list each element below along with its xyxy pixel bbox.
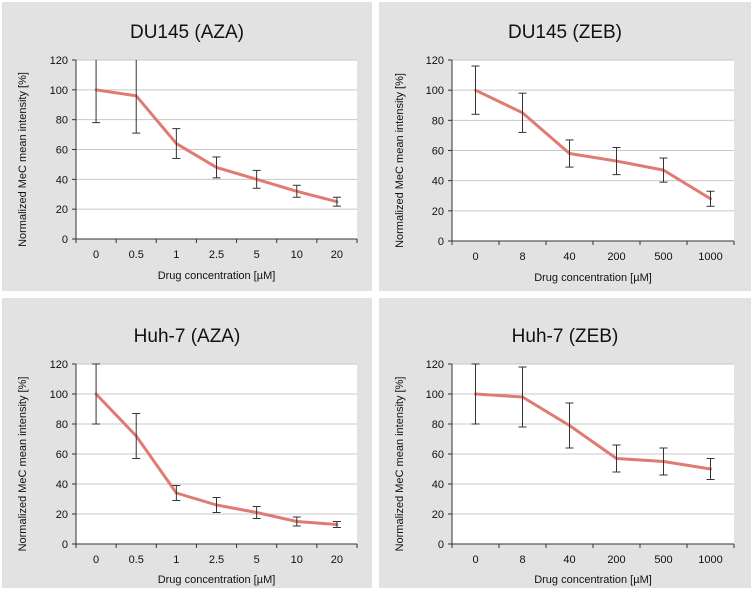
series-line (474, 88, 712, 201)
x-tick-label: 2.5 (209, 249, 224, 261)
x-tick-label: 1 (173, 554, 179, 566)
x-tick-label: 0.5 (129, 554, 144, 566)
y-tick-label: 0 (62, 539, 68, 551)
y-tick-label: 0 (62, 234, 68, 246)
chart-title: Huh-7 (AZA) (134, 326, 241, 347)
y-tick-label: 80 (432, 419, 444, 431)
x-tick-label: 200 (607, 251, 625, 263)
x-axis-label: Drug concentration [µM] (158, 574, 276, 586)
chart-title: DU145 (ZEB) (508, 22, 622, 43)
x-tick-label: 10 (291, 249, 303, 261)
y-tick-label: 20 (56, 204, 68, 216)
y-tick-label: 120 (426, 55, 444, 67)
y-tick-label: 40 (56, 174, 68, 186)
x-tick-label: 10 (291, 554, 303, 566)
x-tick-label: 200 (607, 554, 625, 566)
x-tick-label: 0 (93, 249, 99, 261)
chart-panel-1: DU145 (AZA) 0 20 40 60 80 100 120 0 0.5 1 2.5 5 10 20 D… (2, 2, 372, 291)
chart-panel-4: Huh-7 (ZEB) 0 20 40 60 80 100 120 0 8 40 200 500 1000… (379, 298, 751, 588)
y-tick-label: 60 (56, 449, 68, 461)
y-tick-label: 40 (432, 176, 444, 188)
chart-panel-3: Huh-7 (AZA) 0 20 40 60 80 100 120 0 0.5 1 2.5 5 10 20 D… (2, 298, 372, 588)
x-tick-label: 20 (331, 554, 343, 566)
y-tick-label: 20 (56, 509, 68, 521)
y-tick-label: 80 (56, 115, 68, 127)
chart-huh7-zeb: Huh-7 (ZEB) 0 20 40 60 80 100 120 0 8 40 200 500 1000… (394, 326, 735, 586)
x-tick-label: 2.5 (209, 554, 224, 566)
chart-title: DU145 (AZA) (130, 22, 244, 43)
y-axis-label: Normalized MeC mean intensity [%] (394, 73, 406, 248)
y-tick-label: 40 (56, 479, 68, 491)
y-tick-label: 60 (432, 146, 444, 158)
chart-title: Huh-7 (ZEB) (512, 326, 619, 347)
y-tick-label: 0 (438, 236, 444, 248)
x-tick-label: 1000 (698, 251, 722, 263)
series-line (474, 392, 712, 471)
y-tick-label: 120 (50, 55, 68, 67)
y-tick-label: 120 (50, 359, 68, 371)
x-tick-label: 0 (472, 554, 478, 566)
x-tick-label: 1 (173, 249, 179, 261)
x-tick-label: 0 (472, 251, 478, 263)
x-axis-label: Drug concentration [µM] (534, 574, 652, 586)
chart-huh7-aza: Huh-7 (AZA) 0 20 40 60 80 100 120 0 0.5 1 2.5 5 10 20 D… (17, 326, 358, 586)
x-tick-label: 0 (93, 554, 99, 566)
y-tick-label: 60 (432, 449, 444, 461)
y-tick-label: 100 (426, 85, 444, 97)
x-tick-label: 8 (519, 251, 525, 263)
x-tick-label: 1000 (698, 554, 722, 566)
y-tick-label: 40 (432, 479, 444, 491)
x-tick-label: 40 (563, 251, 575, 263)
chart-panel-2: DU145 (ZEB) 0 20 40 60 80 100 120 0 8 40 200 500 1000… (379, 2, 751, 291)
y-tick-label: 80 (432, 115, 444, 127)
x-tick-label: 0.5 (129, 249, 144, 261)
y-tick-label: 60 (56, 145, 68, 157)
x-tick-label: 20 (331, 249, 343, 261)
x-tick-label: 5 (254, 249, 260, 261)
chart-du145-zeb: DU145 (ZEB) 0 20 40 60 80 100 120 0 8 40 200 500 1000… (394, 22, 735, 284)
x-tick-label: 5 (254, 554, 260, 566)
y-tick-label: 100 (50, 389, 68, 401)
x-axis-label: Drug concentration [µM] (534, 272, 652, 284)
y-tick-label: 80 (56, 419, 68, 431)
chart-du145-aza: DU145 (AZA) 0 20 40 60 80 100 120 0 0.5 1 2.5 5 10 20 D… (17, 22, 358, 282)
y-tick-label: 100 (50, 85, 68, 97)
y-axis-label: Normalized MeC mean intensity [%] (17, 72, 29, 247)
y-axis-label: Normalized MeC mean intensity [%] (394, 377, 406, 552)
x-tick-label: 8 (519, 554, 525, 566)
x-axis-label: Drug concentration [µM] (158, 270, 276, 282)
y-tick-label: 0 (438, 539, 444, 551)
y-tick-label: 100 (426, 389, 444, 401)
x-tick-label: 40 (563, 554, 575, 566)
y-tick-label: 120 (426, 359, 444, 371)
y-tick-label: 20 (432, 509, 444, 521)
y-tick-label: 20 (432, 206, 444, 218)
x-tick-label: 500 (654, 251, 672, 263)
y-axis-label: Normalized MeC mean intensity [%] (17, 377, 29, 552)
x-tick-label: 500 (654, 554, 672, 566)
